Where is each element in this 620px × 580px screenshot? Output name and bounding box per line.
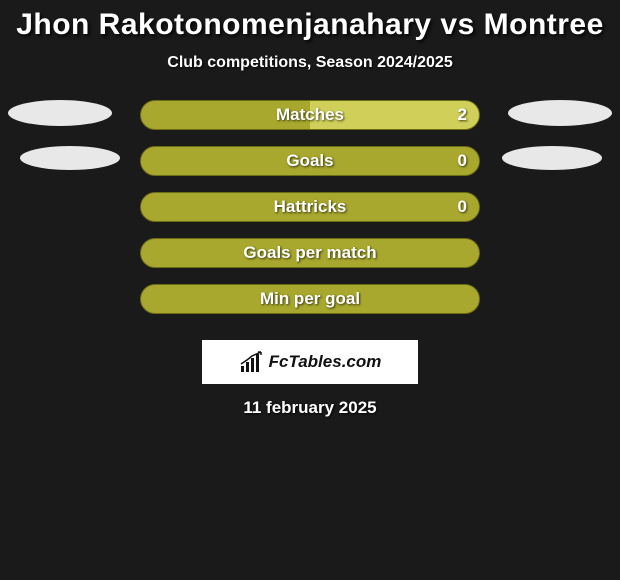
player-left-marker <box>8 100 112 126</box>
stat-bar-matches: Matches 2 <box>140 100 480 130</box>
player-right-marker <box>508 100 612 126</box>
logo-box: FcTables.com <box>202 340 418 384</box>
infographic-container: Jhon Rakotonomenjanahary vs Montree Club… <box>0 0 620 418</box>
date-label: 11 february 2025 <box>0 398 620 418</box>
stat-row-matches: Matches 2 <box>0 100 620 146</box>
stat-row-goals: Goals 0 <box>0 146 620 192</box>
stat-value: 2 <box>458 105 467 125</box>
logo: FcTables.com <box>239 350 382 374</box>
stat-bar-goals: Goals 0 <box>140 146 480 176</box>
page-title: Jhon Rakotonomenjanahary vs Montree <box>0 8 620 42</box>
stat-bar-min-per-goal: Min per goal <box>140 284 480 314</box>
chart-icon <box>239 350 265 374</box>
stat-label: Min per goal <box>260 289 360 309</box>
player-right-marker <box>502 146 602 170</box>
stat-value: 0 <box>458 151 467 171</box>
stat-row-min-per-goal: Min per goal <box>0 284 620 330</box>
stat-label: Hattricks <box>274 197 347 217</box>
subtitle: Club competitions, Season 2024/2025 <box>0 54 620 72</box>
stat-bar-hattricks: Hattricks 0 <box>140 192 480 222</box>
stat-label: Goals per match <box>243 243 376 263</box>
stat-bar-goals-per-match: Goals per match <box>140 238 480 268</box>
stat-label: Goals <box>286 151 333 171</box>
logo-text: FcTables.com <box>269 352 382 372</box>
stat-row-goals-per-match: Goals per match <box>0 238 620 284</box>
stat-label: Matches <box>276 105 344 125</box>
stat-value: 0 <box>458 197 467 217</box>
stat-row-hattricks: Hattricks 0 <box>0 192 620 238</box>
player-left-marker <box>20 146 120 170</box>
